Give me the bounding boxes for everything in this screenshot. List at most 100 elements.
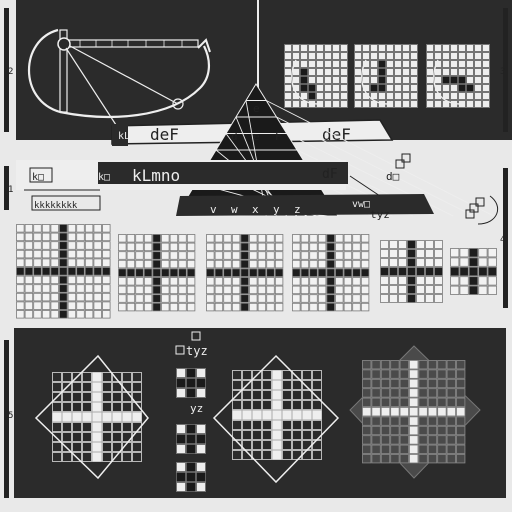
grid-cell <box>446 397 456 407</box>
grid-cell <box>274 268 284 277</box>
grid-cell <box>169 234 179 243</box>
grid-cell <box>450 68 458 76</box>
grid <box>362 360 466 464</box>
grid-cell <box>300 44 308 52</box>
grid-cell <box>92 452 102 462</box>
grid-cell <box>72 442 82 452</box>
grid-cell <box>292 390 302 400</box>
grid-cell <box>169 259 179 269</box>
grid-cell <box>176 472 186 482</box>
grid-cell <box>394 92 402 100</box>
grid-cell <box>362 100 370 108</box>
grid-cell <box>309 294 318 303</box>
grid-cell <box>389 249 398 258</box>
grid-cell <box>223 242 232 252</box>
grid-cell <box>231 302 241 312</box>
grid-cell <box>272 380 282 390</box>
right-pair-glyph: d□ <box>386 170 400 183</box>
grid-cell <box>196 444 206 454</box>
grid-cell <box>302 400 312 410</box>
grid-cell <box>466 52 474 60</box>
pyramid-line <box>276 116 474 217</box>
grid-cell <box>59 224 68 233</box>
grid-cell <box>426 100 434 108</box>
grid-cell <box>252 380 262 390</box>
grid-cell <box>410 68 418 76</box>
grid-cell <box>335 302 344 312</box>
grid-cell <box>24 292 34 302</box>
grid-cell <box>378 60 386 68</box>
grid <box>176 368 206 398</box>
grid-cell <box>410 84 418 92</box>
grid-cell <box>126 285 136 295</box>
grid-cell <box>309 302 318 312</box>
panel-5-top-icon <box>175 331 201 355</box>
grid-cell <box>426 68 434 76</box>
grid-cell <box>102 432 112 442</box>
grid-cell <box>407 240 416 249</box>
grid-cell <box>335 285 344 295</box>
grid-cell <box>394 100 402 108</box>
grid-cell <box>161 251 170 260</box>
grid-cell <box>76 241 85 250</box>
grid-cell <box>380 388 391 398</box>
grid-cell <box>16 249 25 259</box>
grid-cell <box>242 410 252 420</box>
grid-cell <box>446 369 456 379</box>
grid-cell <box>380 425 391 436</box>
grid-cell <box>456 407 466 417</box>
grid-cell <box>240 259 249 269</box>
grid-cell <box>437 378 447 389</box>
grid-cell <box>478 257 488 267</box>
grid-cell <box>24 258 34 267</box>
lower-band <box>176 194 434 216</box>
grid-cell <box>360 242 370 252</box>
grid-cell <box>482 76 490 84</box>
grid-cell <box>394 76 402 84</box>
grid-cell <box>52 432 62 442</box>
grid-cell <box>474 100 482 108</box>
grid-cell <box>380 240 389 249</box>
grid-cell <box>371 454 381 464</box>
grid-cell <box>407 267 416 276</box>
grid-cell <box>456 369 466 379</box>
grid-cell <box>425 249 434 258</box>
grid-cell <box>16 292 25 302</box>
grid-cell <box>312 390 322 400</box>
grid-cell <box>59 249 68 259</box>
grid-cell <box>262 420 272 430</box>
grid-cell <box>446 378 456 389</box>
grid-cell <box>390 360 400 370</box>
grid-cell <box>16 275 25 285</box>
grid-cell <box>262 450 272 460</box>
grid-cell <box>458 44 466 52</box>
grid-cell <box>102 275 111 285</box>
grid-cell <box>380 407 391 417</box>
grid-cell <box>196 462 206 472</box>
grid-cell <box>446 454 456 464</box>
grid-cell <box>312 430 322 440</box>
grid-cell <box>352 285 361 295</box>
grid-cell <box>335 234 344 243</box>
grid-cell <box>282 410 292 420</box>
grid-cell <box>59 310 68 319</box>
grid-cell <box>112 442 122 452</box>
grid-cell <box>232 370 242 380</box>
grid-cell <box>300 285 310 295</box>
grid-cell <box>370 68 378 76</box>
grid-cell <box>398 267 407 276</box>
grid-cell <box>316 52 324 60</box>
grid-cell <box>284 52 292 60</box>
grid-cell <box>59 292 68 302</box>
grid-cell <box>93 224 102 233</box>
grid-cell <box>324 44 332 52</box>
grid-cell <box>82 422 92 432</box>
grid-cell <box>143 242 153 252</box>
grid-cell <box>169 251 179 260</box>
grid-cell <box>466 84 474 92</box>
grid-cell <box>135 234 144 243</box>
grid-cell <box>312 440 322 450</box>
grid-cell <box>186 482 196 492</box>
grid-cell <box>72 422 82 432</box>
grid-cell <box>186 434 196 444</box>
